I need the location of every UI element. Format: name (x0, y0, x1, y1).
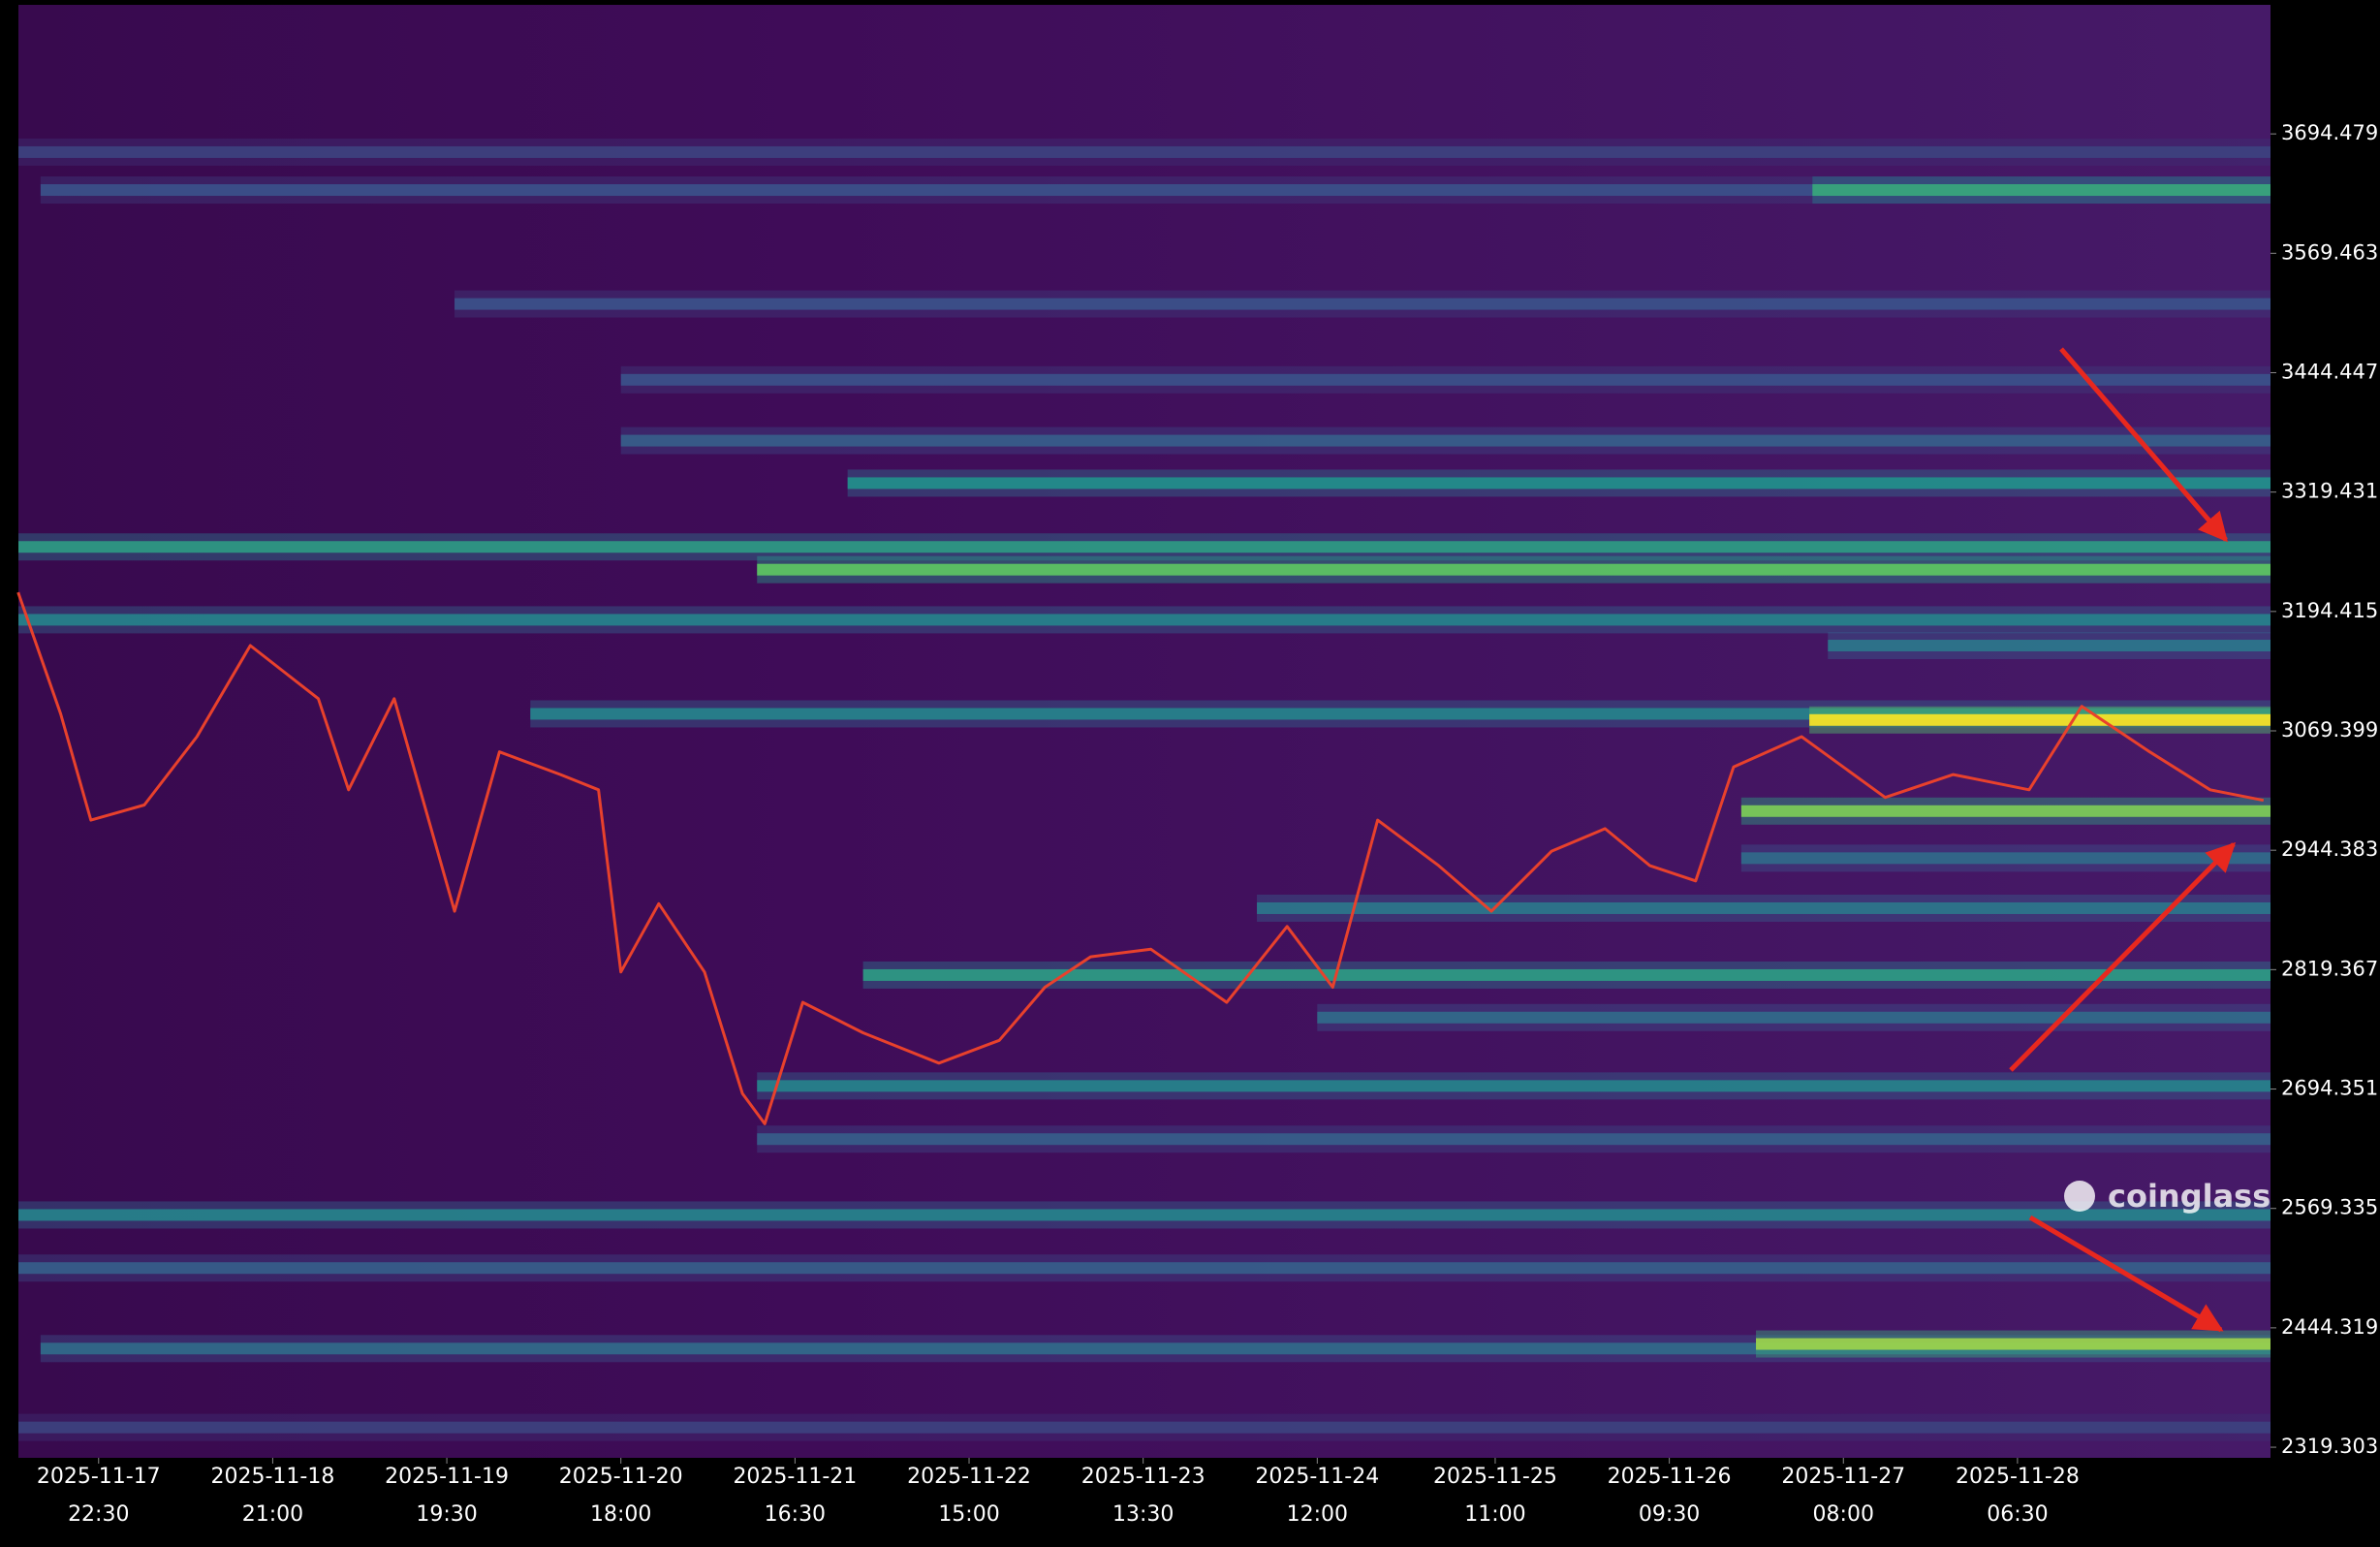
heat-band (18, 145, 2270, 158)
y-tick-label: 3069.399 (2281, 718, 2378, 742)
arrow (2059, 347, 2228, 543)
y-tick-label: 3694.479 (2281, 121, 2378, 144)
y-tick-label: 3569.463 (2281, 240, 2378, 264)
heat-band (1809, 713, 2270, 726)
heat-band (18, 1209, 2270, 1221)
heat-band (1740, 852, 2270, 865)
x-tick-date: 2025-11-26 (1608, 1465, 1732, 1489)
heat-band (757, 1133, 2270, 1146)
arrow (2009, 841, 2237, 1072)
heat-band (757, 563, 2270, 576)
y-tick-label: 3194.415 (2281, 599, 2378, 622)
heat-band (1740, 805, 2270, 817)
heat-band (1257, 901, 2270, 914)
heat-band (1317, 1011, 2270, 1024)
x-tick-date: 2025-11-21 (733, 1465, 857, 1489)
x-tick-time: 08:00 (1813, 1502, 1874, 1527)
x-tick-date: 2025-11-17 (37, 1465, 161, 1489)
x-tick-time: 13:30 (1112, 1502, 1174, 1527)
x-tick-date: 2025-11-23 (1081, 1465, 1206, 1489)
y-tick-label: 3444.447 (2281, 360, 2378, 383)
price-layer (16, 591, 2265, 1125)
y-tick-label: 2444.319 (2281, 1315, 2378, 1339)
y-tick-label: 2819.367 (2281, 957, 2378, 980)
watermark: coinglass (2064, 1178, 2270, 1215)
heat-band (1756, 1338, 2270, 1350)
x-tick-time: 15:00 (938, 1502, 999, 1527)
x-tick-time: 11:00 (1464, 1502, 1525, 1527)
arrow (2028, 1215, 2224, 1333)
heat-band (757, 1080, 2270, 1092)
y-tick-label: 2694.351 (2281, 1077, 2378, 1100)
x-tick-time: 21:00 (242, 1502, 303, 1527)
x-tick-date: 2025-11-19 (385, 1465, 509, 1489)
watermark-text: coinglass (2108, 1178, 2270, 1215)
x-tick-time: 06:30 (1987, 1502, 2048, 1527)
heat-band (1828, 640, 2270, 652)
heat-band (1812, 184, 2270, 197)
x-tick-time: 19:30 (416, 1502, 477, 1527)
x-tick-time: 16:30 (765, 1502, 826, 1527)
heat-band (18, 1421, 2270, 1434)
heat-band (40, 184, 2271, 197)
heat-band (40, 1342, 2271, 1355)
heat-band (847, 477, 2270, 489)
x-tick-time: 09:30 (1639, 1502, 1700, 1527)
y-tick-label: 2569.335 (2281, 1196, 2378, 1219)
y-tick-label: 2319.303 (2281, 1435, 2378, 1458)
x-tick-time: 22:30 (68, 1502, 129, 1527)
x-tick-date: 2025-11-27 (1781, 1465, 1905, 1489)
x-tick-time: 18:00 (590, 1502, 651, 1527)
watermark-logo (2064, 1181, 2095, 1212)
price-line (16, 591, 2265, 1125)
x-tick-date: 2025-11-28 (1956, 1465, 2080, 1489)
x-tick-date: 2025-11-22 (907, 1465, 1031, 1489)
x-tick-date: 2025-11-18 (210, 1465, 334, 1489)
annotation-arrows (2009, 347, 2237, 1333)
heat-band (620, 373, 2270, 386)
y-tick-label: 3319.431 (2281, 480, 2378, 503)
heat-band (18, 1262, 2270, 1275)
x-tick-date: 2025-11-20 (559, 1465, 683, 1489)
heat-band (18, 541, 2270, 553)
y-tick-label: 2944.383 (2281, 837, 2378, 861)
heat-band (862, 968, 2270, 981)
x-tick-date: 2025-11-24 (1255, 1465, 1379, 1489)
heat-band (620, 434, 2270, 447)
axes: 2319.303 2444.319 2569.335 2694.351 2819.367… (37, 121, 2378, 1527)
heat-bands (18, 138, 2271, 1441)
heat-band (454, 298, 2270, 310)
heat-band (18, 614, 2270, 626)
x-tick-time: 12:00 (1287, 1502, 1348, 1527)
x-tick-date: 2025-11-25 (1433, 1465, 1557, 1489)
